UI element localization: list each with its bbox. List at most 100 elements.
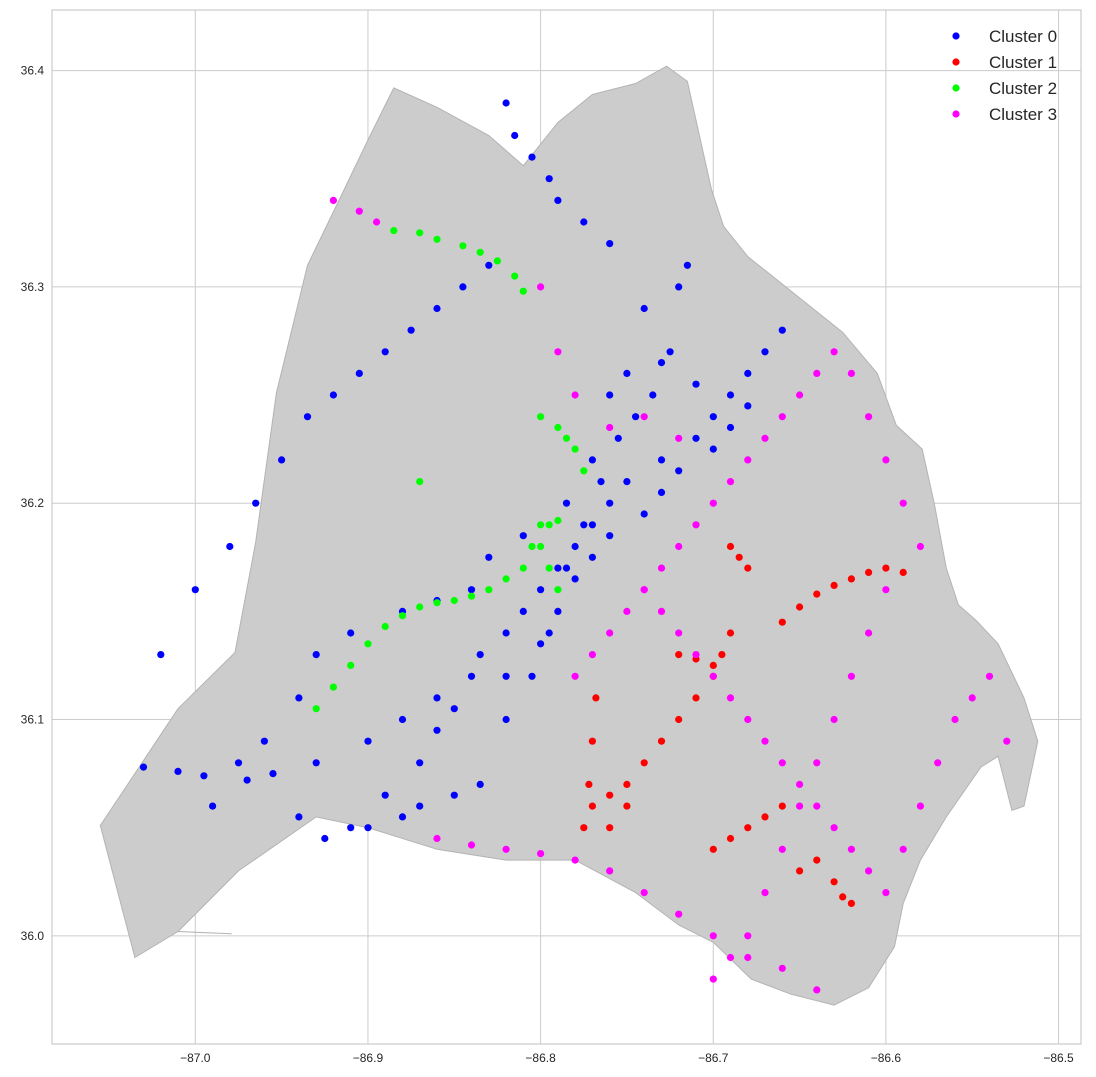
scatter-point xyxy=(209,802,217,810)
y-tick-label: 36.0 xyxy=(21,929,45,943)
scatter-point xyxy=(623,607,631,616)
scatter-point xyxy=(588,553,597,561)
scatter-point xyxy=(554,607,562,616)
scatter-point xyxy=(657,564,666,572)
scatter-point xyxy=(269,770,277,778)
scatter-point xyxy=(545,629,553,637)
scatter-point xyxy=(709,975,717,983)
legend: Cluster 0 Cluster 1 Cluster 2 Cluster 3 xyxy=(952,27,1057,124)
scatter-point xyxy=(606,791,614,799)
scatter-point xyxy=(329,683,337,691)
scatter-point xyxy=(916,542,925,551)
scatter-point xyxy=(726,834,735,843)
scatter-point xyxy=(882,586,890,594)
scatter-point xyxy=(467,586,476,594)
scatter-point xyxy=(1003,737,1011,745)
scatter-point xyxy=(537,640,545,648)
scatter-point xyxy=(502,672,510,680)
scatter-point xyxy=(813,759,821,767)
scatter-point xyxy=(709,845,717,853)
axes-frame xyxy=(51,9,1082,1045)
scatter-point xyxy=(502,575,510,583)
scatter-point xyxy=(588,651,597,659)
scatter-point xyxy=(433,235,441,243)
scatter-point xyxy=(623,369,631,377)
scatter-point xyxy=(485,553,493,561)
scatter-point xyxy=(347,629,355,637)
scatter-point xyxy=(839,893,847,901)
scatter-point xyxy=(571,672,579,680)
scatter-point xyxy=(571,542,579,551)
scatter-point xyxy=(657,737,666,745)
scatter-point xyxy=(588,737,597,745)
scatter-point xyxy=(252,499,260,507)
scatter-point xyxy=(675,434,683,442)
legend-label: Cluster 0 xyxy=(989,27,1057,46)
scatter-point xyxy=(614,434,622,442)
scatter-point xyxy=(554,196,562,204)
scatter-point xyxy=(606,867,614,875)
legend-label: Cluster 2 xyxy=(989,79,1057,98)
legend-marker xyxy=(952,58,960,66)
scatter-point xyxy=(847,369,856,377)
scatter-point xyxy=(433,834,441,843)
x-tick-label: −86.8 xyxy=(525,1051,556,1065)
scatter-point xyxy=(312,759,320,767)
scatter-point xyxy=(640,510,648,518)
scatter-point xyxy=(295,694,303,702)
scatter-point xyxy=(882,456,890,464)
scatter-point xyxy=(623,802,631,810)
scatter-point xyxy=(865,413,873,421)
scatter-point xyxy=(796,603,804,611)
county-boundary-polygon xyxy=(99,65,1039,1006)
scatter-point xyxy=(519,287,527,295)
scatter-point xyxy=(537,521,545,529)
scatter-point xyxy=(692,651,700,659)
scatter-point xyxy=(675,715,683,724)
scatter-point xyxy=(398,715,407,724)
scatter-point xyxy=(554,586,562,594)
scatter-point xyxy=(502,629,510,637)
scatter-point xyxy=(528,672,536,680)
scatter-point xyxy=(562,564,571,572)
scatter-point xyxy=(545,175,553,183)
scatter-point xyxy=(813,802,821,810)
county-boundary-layer xyxy=(99,65,1039,1006)
scatter-point xyxy=(744,369,752,377)
scatter-point xyxy=(830,348,838,356)
scatter-point xyxy=(364,737,372,745)
scatter-point xyxy=(830,715,838,724)
scatter-point xyxy=(511,131,519,140)
scatter-point xyxy=(640,586,648,594)
scatter-point xyxy=(761,348,769,356)
scatter-point xyxy=(778,618,786,626)
scatter-point xyxy=(580,521,588,529)
scatter-point xyxy=(916,802,925,810)
scatter-point xyxy=(450,791,458,799)
scatter-point xyxy=(321,834,329,843)
scatter-point xyxy=(830,878,838,886)
scatter-point xyxy=(951,715,959,724)
scatter-point xyxy=(830,581,838,590)
scatter-point xyxy=(882,889,890,897)
scatter-point xyxy=(692,380,700,388)
scatter-point xyxy=(778,413,786,421)
series-cluster-1 xyxy=(580,542,907,908)
scatter-point xyxy=(761,434,769,442)
scatter-point xyxy=(985,672,994,680)
scatter-point xyxy=(709,672,717,680)
scatter-point xyxy=(416,802,424,810)
scatter-point xyxy=(381,348,389,356)
scatter-point xyxy=(528,542,536,551)
scatter-point xyxy=(226,542,234,551)
scatter-point xyxy=(347,824,355,832)
scatter-point xyxy=(657,607,666,616)
scatter-point xyxy=(398,813,407,821)
scatter-point xyxy=(778,802,786,810)
scatter-point xyxy=(373,218,381,226)
scatter-point xyxy=(580,218,588,226)
scatter-point xyxy=(726,423,735,432)
scatter-point xyxy=(744,402,752,410)
